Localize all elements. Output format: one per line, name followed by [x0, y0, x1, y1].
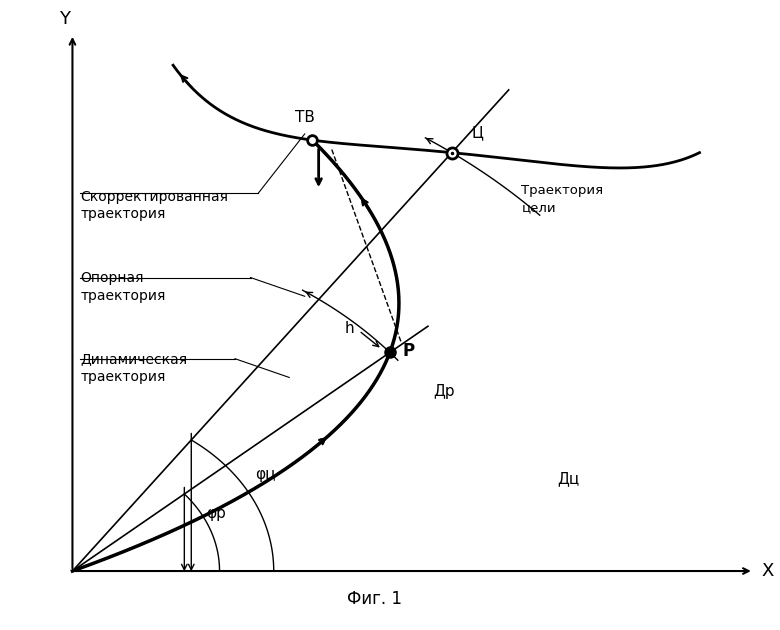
- Text: Y: Y: [59, 9, 70, 28]
- Text: Фиг. 1: Фиг. 1: [347, 590, 402, 609]
- Text: φц: φц: [256, 467, 276, 483]
- Text: Дц: Дц: [557, 472, 579, 486]
- Text: ТВ: ТВ: [295, 110, 314, 125]
- Text: Траектория
цели: Траектория цели: [522, 184, 604, 214]
- Text: X: X: [761, 562, 774, 580]
- Text: Р: Р: [402, 342, 414, 360]
- Text: Опорная
траектория: Опорная траектория: [80, 272, 165, 302]
- Text: Динамическая
траектория: Динамическая траектория: [80, 352, 187, 384]
- Text: Ц: Ц: [471, 125, 483, 140]
- Text: Др: Др: [433, 384, 455, 399]
- Text: φр: φр: [207, 506, 226, 521]
- Text: h: h: [345, 321, 354, 336]
- Text: Скорректированная
траектория: Скорректированная траектория: [80, 190, 229, 221]
